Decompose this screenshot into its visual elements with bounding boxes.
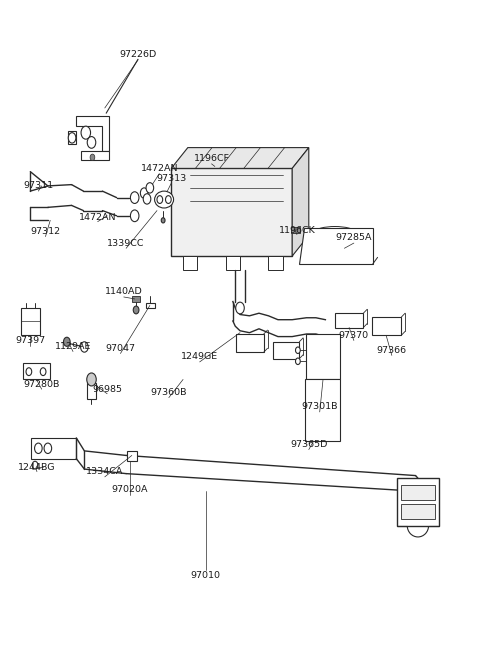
Polygon shape bbox=[372, 317, 401, 335]
Circle shape bbox=[131, 210, 139, 221]
Polygon shape bbox=[401, 485, 434, 500]
Circle shape bbox=[81, 342, 88, 352]
Polygon shape bbox=[210, 166, 218, 170]
Text: 1472AN: 1472AN bbox=[141, 164, 178, 173]
Circle shape bbox=[87, 373, 96, 386]
Circle shape bbox=[63, 337, 70, 346]
Text: 1129AE: 1129AE bbox=[55, 343, 91, 352]
Circle shape bbox=[296, 358, 300, 365]
Text: 97366: 97366 bbox=[377, 346, 407, 355]
Circle shape bbox=[236, 302, 244, 314]
Text: 1196CK: 1196CK bbox=[278, 225, 315, 234]
Text: 97226D: 97226D bbox=[120, 50, 156, 59]
Polygon shape bbox=[291, 227, 300, 233]
Text: 1472AN: 1472AN bbox=[79, 213, 117, 221]
Polygon shape bbox=[81, 151, 108, 160]
Text: 97360B: 97360B bbox=[151, 388, 187, 397]
Polygon shape bbox=[236, 334, 264, 352]
Text: 1334CA: 1334CA bbox=[86, 467, 123, 476]
Text: 1244BG: 1244BG bbox=[18, 462, 56, 472]
Circle shape bbox=[131, 192, 139, 204]
Polygon shape bbox=[305, 379, 340, 441]
Circle shape bbox=[296, 347, 300, 354]
Polygon shape bbox=[132, 296, 140, 301]
Circle shape bbox=[90, 154, 95, 160]
Polygon shape bbox=[87, 383, 96, 399]
Polygon shape bbox=[146, 303, 155, 308]
Polygon shape bbox=[335, 313, 363, 328]
Circle shape bbox=[146, 183, 154, 193]
Text: 96985: 96985 bbox=[92, 384, 122, 394]
Circle shape bbox=[157, 196, 163, 204]
Text: 1339CC: 1339CC bbox=[108, 238, 145, 248]
Circle shape bbox=[161, 217, 165, 223]
Ellipse shape bbox=[155, 191, 174, 208]
Circle shape bbox=[143, 194, 151, 204]
Polygon shape bbox=[171, 168, 292, 256]
Text: 97370: 97370 bbox=[339, 331, 369, 340]
Polygon shape bbox=[306, 334, 340, 379]
Polygon shape bbox=[21, 308, 40, 335]
Polygon shape bbox=[76, 117, 108, 151]
Circle shape bbox=[26, 367, 32, 375]
Circle shape bbox=[140, 188, 148, 198]
Text: 1196CF: 1196CF bbox=[193, 154, 229, 163]
Circle shape bbox=[81, 126, 91, 139]
Circle shape bbox=[133, 306, 139, 314]
Polygon shape bbox=[31, 438, 76, 458]
Text: 97020A: 97020A bbox=[112, 485, 148, 495]
Text: 97311: 97311 bbox=[24, 181, 53, 191]
Polygon shape bbox=[68, 132, 76, 144]
Text: 1249GE: 1249GE bbox=[181, 352, 218, 361]
Text: 1140AD: 1140AD bbox=[105, 288, 143, 296]
Text: 97280B: 97280B bbox=[24, 379, 60, 388]
Text: 97010: 97010 bbox=[191, 571, 221, 580]
Polygon shape bbox=[171, 147, 309, 168]
Circle shape bbox=[44, 443, 52, 453]
Circle shape bbox=[68, 133, 76, 143]
Polygon shape bbox=[396, 478, 439, 525]
Text: 97301B: 97301B bbox=[301, 402, 338, 411]
Circle shape bbox=[87, 136, 96, 148]
Polygon shape bbox=[401, 504, 434, 519]
Circle shape bbox=[166, 196, 171, 204]
Polygon shape bbox=[273, 342, 300, 359]
Text: 97365D: 97365D bbox=[290, 440, 327, 449]
Polygon shape bbox=[23, 364, 50, 379]
Text: 97397: 97397 bbox=[15, 336, 45, 345]
Polygon shape bbox=[226, 256, 240, 271]
Text: 97047: 97047 bbox=[106, 344, 135, 353]
Text: 97313: 97313 bbox=[156, 174, 186, 183]
Polygon shape bbox=[300, 228, 373, 264]
Polygon shape bbox=[268, 256, 283, 271]
Text: 97312: 97312 bbox=[30, 227, 60, 236]
Circle shape bbox=[35, 443, 42, 453]
Text: 97285A: 97285A bbox=[336, 233, 372, 242]
Circle shape bbox=[32, 461, 38, 469]
Polygon shape bbox=[183, 256, 197, 271]
Circle shape bbox=[40, 367, 46, 375]
Polygon shape bbox=[127, 451, 137, 460]
Polygon shape bbox=[292, 147, 309, 256]
